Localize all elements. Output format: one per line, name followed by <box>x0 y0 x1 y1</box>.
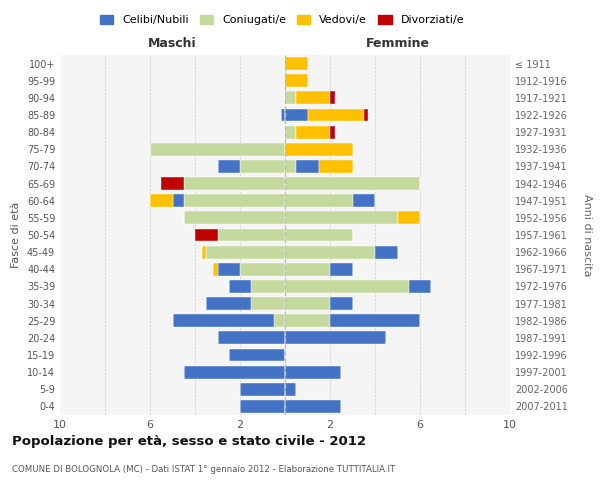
Bar <box>285 263 330 276</box>
Bar <box>330 314 420 327</box>
Bar <box>251 280 285 293</box>
Bar <box>308 108 364 122</box>
Bar <box>240 263 285 276</box>
Bar <box>161 177 184 190</box>
Bar <box>285 246 375 258</box>
Bar <box>285 108 308 122</box>
Bar <box>240 383 285 396</box>
Bar <box>285 92 296 104</box>
Bar <box>285 57 308 70</box>
Bar <box>319 160 353 173</box>
Bar <box>184 212 285 224</box>
Bar <box>251 297 285 310</box>
Text: Maschi: Maschi <box>148 37 197 50</box>
Bar <box>206 246 285 258</box>
Bar <box>195 228 218 241</box>
Bar <box>285 400 341 413</box>
Text: Popolazione per età, sesso e stato civile - 2012: Popolazione per età, sesso e stato civil… <box>12 435 366 448</box>
Bar <box>285 228 353 241</box>
Bar <box>229 280 251 293</box>
Bar <box>285 383 296 396</box>
Bar <box>330 126 335 138</box>
Bar <box>285 297 330 310</box>
Bar <box>150 194 173 207</box>
Bar <box>353 194 375 207</box>
Bar <box>330 92 335 104</box>
Bar <box>285 126 296 138</box>
Bar <box>173 314 274 327</box>
Bar <box>296 92 330 104</box>
Bar <box>285 366 341 378</box>
Bar <box>285 74 308 87</box>
Bar <box>375 246 398 258</box>
Bar <box>240 400 285 413</box>
Bar <box>285 177 420 190</box>
Bar <box>330 297 353 310</box>
Bar <box>184 366 285 378</box>
Bar <box>296 126 330 138</box>
Bar <box>285 143 353 156</box>
Bar <box>409 280 431 293</box>
Bar <box>285 160 296 173</box>
Bar <box>218 160 240 173</box>
Bar <box>240 160 285 173</box>
Bar <box>218 332 285 344</box>
Bar <box>285 280 409 293</box>
Bar <box>173 194 184 207</box>
Bar <box>229 348 285 362</box>
Bar <box>296 160 319 173</box>
Bar <box>218 263 240 276</box>
Legend: Celibi/Nubili, Coniugati/e, Vedovi/e, Divorziati/e: Celibi/Nubili, Coniugati/e, Vedovi/e, Di… <box>95 10 469 30</box>
Bar <box>285 212 398 224</box>
Bar <box>285 314 330 327</box>
Bar <box>202 246 206 258</box>
Y-axis label: Anni di nascita: Anni di nascita <box>581 194 592 276</box>
Bar <box>184 194 285 207</box>
Bar <box>206 297 251 310</box>
Bar <box>150 143 285 156</box>
Bar <box>364 108 368 122</box>
Text: Femmine: Femmine <box>365 37 430 50</box>
Bar <box>218 228 285 241</box>
Bar <box>398 212 420 224</box>
Bar <box>184 177 285 190</box>
Y-axis label: Fasce di età: Fasce di età <box>11 202 21 268</box>
Bar <box>213 263 218 276</box>
Bar <box>281 108 285 122</box>
Bar <box>285 194 353 207</box>
Bar <box>330 263 353 276</box>
Bar <box>274 314 285 327</box>
Text: COMUNE DI BOLOGNOLA (MC) - Dati ISTAT 1° gennaio 2012 - Elaborazione TUTTITALIA.: COMUNE DI BOLOGNOLA (MC) - Dati ISTAT 1°… <box>12 465 395 474</box>
Bar <box>285 332 386 344</box>
